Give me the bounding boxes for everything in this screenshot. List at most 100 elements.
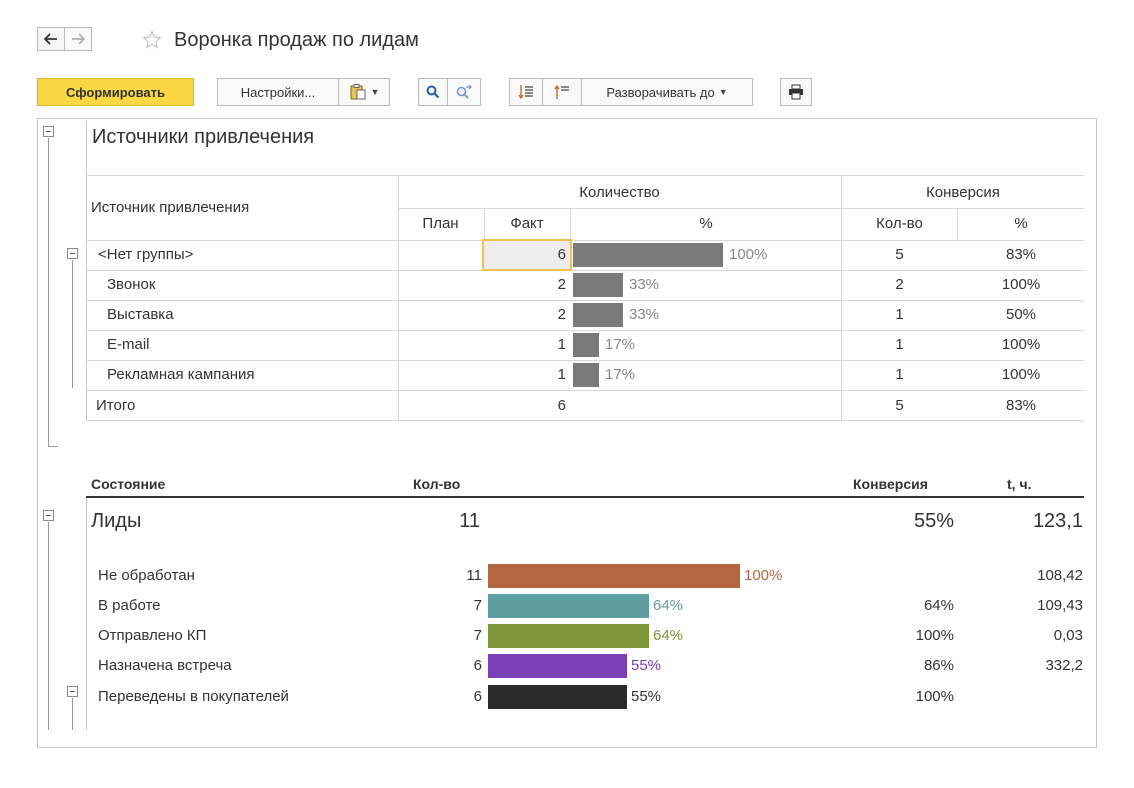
group-line (72, 698, 73, 730)
col-header-conv-count: Кол-во (876, 215, 923, 232)
variant-dropdown-button[interactable]: ▼ (338, 78, 390, 106)
funnel-percent-label: 100% (744, 567, 783, 584)
source-percent-label: 17% (605, 366, 636, 383)
chevron-down-icon: ▼ (718, 87, 728, 97)
arrow-right-icon (72, 33, 85, 45)
funnel-row-time: 108,42 (1037, 567, 1083, 584)
funnel-row-count: 11 (466, 567, 482, 584)
clipboard-icon (350, 84, 366, 100)
funnel-row-name: Отправлено КП (98, 627, 207, 644)
col-header-percent: % (699, 215, 713, 232)
forward-button[interactable] (64, 27, 92, 51)
col-header-conversion: Конверсия (926, 184, 1000, 201)
table-line (86, 175, 1084, 176)
collapse-all-icon (554, 84, 569, 99)
source-row-name: Звонок (107, 276, 156, 293)
funnel-row-name: Не обработан (98, 567, 195, 584)
source-row-name: Выставка (107, 306, 174, 323)
expand-all-button[interactable] (509, 78, 543, 106)
sources-section-title: Источники привлечения (92, 126, 315, 148)
funnel-row-conversion: 100% (915, 688, 954, 705)
search-next-button[interactable] (447, 78, 481, 106)
search-next-icon (456, 85, 472, 99)
table-line (86, 360, 1084, 361)
table-line (570, 208, 571, 240)
source-row-conv-count: 1 (895, 336, 904, 353)
expand-to-label: Разворачивать до (606, 84, 715, 100)
col-header-quantity: Количество (579, 184, 660, 201)
source-row-fact: 1 (557, 366, 566, 383)
col-header-count: Кол-во (413, 476, 461, 492)
funnel-row-name: Переведены в покупателей (98, 688, 289, 705)
table-line (398, 208, 1084, 209)
table-line (86, 300, 1084, 301)
print-button[interactable] (780, 78, 812, 106)
generate-button[interactable]: Сформировать (37, 78, 194, 106)
settings-button[interactable]: Настройки... (217, 78, 339, 106)
funnel-bar (488, 594, 649, 618)
source-row-name: <Нет группы> (98, 246, 194, 263)
collapse-toggle-sources-section[interactable] (43, 126, 54, 137)
search-icon (426, 85, 440, 99)
favorite-star-icon[interactable] (142, 30, 162, 54)
table-line (86, 270, 1084, 271)
source-row-fact: 2 (557, 276, 566, 293)
table-line (841, 175, 842, 421)
source-row-conv-count: 5 (895, 246, 904, 263)
funnel-row-conversion: 64% (923, 597, 954, 614)
source-row-conv-pct: 100% (1001, 366, 1041, 383)
total-row-fact: 6 (557, 397, 566, 414)
collapse-toggle-buyers[interactable] (67, 686, 78, 697)
arrow-left-icon (44, 33, 57, 45)
source-row-fact: 2 (557, 306, 566, 323)
table-line (86, 330, 1084, 331)
funnel-percent-label: 55% (631, 688, 662, 705)
group-time: 123,1 (1032, 510, 1083, 532)
expand-all-icon (518, 85, 533, 100)
header-underline (86, 496, 1084, 498)
table-line (86, 420, 1084, 421)
source-row-conv-pct: 83% (1005, 246, 1037, 263)
report-frame (37, 118, 1097, 748)
table-line (398, 175, 399, 421)
total-row-conv-pct: 83% (1005, 397, 1037, 414)
funnel-row-conversion: 86% (923, 657, 954, 674)
source-row-conv-pct: 100% (1001, 336, 1041, 353)
funnel-row-time: 0,03 (1053, 627, 1083, 644)
funnel-row-conversion: 100% (915, 627, 954, 644)
col-header-plan: План (422, 215, 459, 232)
collapse-all-button[interactable] (542, 78, 582, 106)
funnel-row-time: 109,43 (1037, 597, 1083, 614)
source-row-conv-pct: 100% (1001, 276, 1041, 293)
selected-cell[interactable] (482, 239, 572, 271)
funnel-percent-label: 64% (653, 627, 684, 644)
funnel-bar (488, 685, 627, 709)
source-row-conv-pct: 50% (1005, 306, 1037, 323)
funnel-row-count: 7 (473, 627, 482, 644)
table-line (86, 240, 1084, 241)
expand-to-dropdown[interactable]: Разворачивать до ▼ (581, 78, 753, 106)
funnel-row-count: 6 (473, 657, 482, 674)
funnel-row-time: 332,2 (1045, 657, 1083, 674)
col-header-state: Состояние (91, 476, 166, 492)
search-button[interactable] (418, 78, 448, 106)
group-line (48, 522, 49, 730)
back-button[interactable] (37, 27, 65, 51)
chevron-down-icon: ▼ (370, 87, 380, 97)
funnel-bar (488, 624, 649, 648)
funnel-row-count: 7 (473, 597, 482, 614)
row-header-divider (86, 121, 87, 421)
source-row-fact: 6 (557, 246, 566, 263)
collapse-toggle-no-group[interactable] (67, 248, 78, 259)
source-percent-bar (573, 303, 623, 327)
col-header-fact: Факт (510, 215, 544, 232)
col-header-conversion: Конверсия (853, 476, 928, 492)
table-line (484, 208, 485, 240)
col-header-time: t, ч. (1007, 476, 1032, 492)
collapse-toggle-leads[interactable] (43, 510, 54, 521)
group-line (72, 260, 73, 388)
funnel-bar (488, 654, 627, 678)
group-conversion: 55% (913, 510, 954, 532)
funnel-bar (488, 564, 740, 588)
source-percent-label: 100% (729, 246, 768, 263)
